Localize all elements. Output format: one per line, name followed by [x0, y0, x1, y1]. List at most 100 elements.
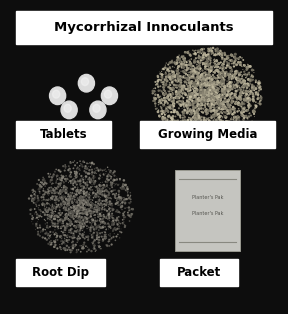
Point [79, 205, 84, 210]
Point [215, 76, 219, 81]
Point [81, 180, 86, 185]
Point [107, 218, 112, 223]
Point [125, 190, 130, 195]
Point [212, 95, 216, 100]
Point [216, 100, 221, 105]
Point [209, 96, 214, 101]
Point [181, 122, 185, 127]
Point [55, 204, 60, 209]
Point [66, 201, 70, 206]
Point [187, 89, 192, 94]
Point [77, 195, 82, 200]
Point [43, 190, 48, 195]
Point [63, 246, 68, 251]
Point [63, 227, 68, 232]
Point [162, 96, 167, 101]
Point [179, 78, 183, 83]
Point [251, 74, 255, 79]
Point [88, 181, 93, 186]
Point [47, 212, 52, 217]
Point [209, 105, 213, 110]
Point [91, 219, 96, 224]
Point [235, 121, 240, 126]
Point [82, 246, 87, 251]
Point [209, 51, 214, 57]
Point [90, 235, 94, 240]
Point [72, 169, 77, 174]
Point [60, 224, 65, 229]
Point [78, 194, 83, 199]
Point [29, 219, 34, 224]
Point [242, 109, 246, 114]
Point [215, 83, 219, 88]
Point [58, 210, 62, 215]
Point [46, 198, 50, 203]
Point [58, 245, 63, 250]
Point [228, 124, 233, 129]
Point [202, 108, 207, 113]
Point [69, 214, 73, 219]
Point [119, 230, 124, 235]
Point [199, 99, 204, 104]
Point [179, 65, 184, 70]
Point [196, 131, 201, 136]
Point [195, 127, 200, 132]
Point [216, 61, 221, 66]
Point [252, 88, 257, 93]
Point [198, 69, 202, 74]
Point [76, 198, 81, 203]
Point [184, 64, 189, 69]
Point [175, 95, 179, 100]
Point [184, 72, 188, 77]
Point [77, 201, 82, 206]
Point [107, 218, 112, 223]
Point [85, 212, 89, 217]
Point [63, 194, 67, 199]
Point [221, 102, 226, 107]
Point [182, 118, 187, 123]
Point [216, 122, 221, 127]
Point [250, 68, 255, 73]
Point [201, 81, 206, 86]
Point [89, 200, 93, 205]
Point [43, 180, 47, 185]
Point [84, 190, 89, 195]
Point [55, 173, 60, 178]
Point [47, 197, 51, 202]
Point [242, 81, 247, 86]
Point [163, 63, 168, 68]
Point [106, 178, 111, 183]
Point [85, 194, 90, 199]
Point [226, 103, 230, 108]
Point [190, 86, 195, 91]
Point [108, 202, 113, 207]
Point [109, 236, 114, 241]
Point [180, 91, 185, 96]
Point [192, 111, 197, 116]
Point [161, 91, 165, 96]
Point [111, 234, 116, 239]
Point [205, 97, 210, 102]
Point [40, 229, 45, 234]
Point [60, 189, 65, 194]
Point [163, 116, 167, 121]
Point [201, 92, 206, 97]
Point [200, 81, 204, 86]
Point [69, 235, 74, 240]
Point [97, 182, 102, 187]
Point [100, 207, 105, 212]
Point [68, 167, 72, 172]
Point [222, 77, 226, 82]
Point [221, 81, 225, 86]
Point [190, 69, 194, 74]
Point [54, 186, 58, 191]
Point [57, 181, 61, 187]
Point [180, 63, 185, 68]
Point [181, 125, 185, 130]
Point [105, 211, 110, 216]
Point [194, 112, 199, 117]
Point [257, 80, 262, 85]
Point [88, 214, 93, 219]
Point [200, 110, 205, 115]
Point [181, 124, 186, 129]
